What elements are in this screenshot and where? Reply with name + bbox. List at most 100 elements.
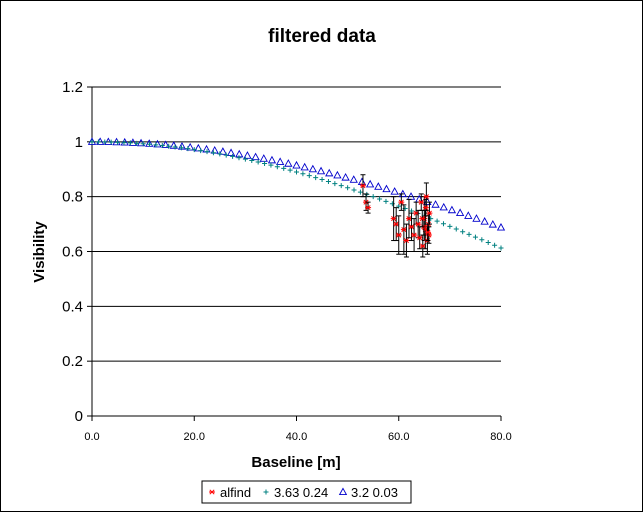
data-point [128,138,138,146]
data-point [479,237,485,243]
legend-box [201,480,412,504]
data-point [416,235,423,241]
data-point [120,137,129,146]
data-point [424,229,431,235]
data-point [455,208,465,217]
data-point [166,143,172,149]
data-point [440,221,446,227]
data-point [345,185,351,191]
data-point [498,245,504,251]
series-2 [87,137,506,231]
data-point [159,143,165,149]
data-point [365,205,372,211]
data-point [423,194,430,200]
data-point [419,243,426,249]
data-point [236,155,242,161]
data-point [365,179,375,188]
data-point [191,147,197,153]
data-point [243,151,252,159]
data-point [405,216,412,222]
data-point [313,175,319,181]
data-point [268,162,274,168]
data-point [447,205,457,214]
data-point [242,156,248,162]
x-tick-label: 80.0 [490,431,511,443]
data-point [178,145,184,151]
data-point [359,183,366,189]
legend-marker [209,489,215,495]
data-point [447,223,453,229]
data-point [112,137,121,146]
data-point [223,152,229,158]
x-tick-label: 60.0 [388,431,409,443]
data-point [153,142,159,148]
data-point [308,164,318,173]
data-point [294,169,299,175]
data-point [480,217,489,225]
data-point [147,141,153,147]
y-tick-label: 0.4 [62,298,83,315]
data-point [259,154,268,162]
y-tick-label: 0.2 [62,353,83,370]
data-point [374,182,383,190]
data-point [172,144,178,150]
data-point [325,168,334,177]
data-point [349,175,358,183]
x-axis-title: Baseline [m] [251,454,340,471]
data-point [419,216,426,222]
data-point [121,140,127,146]
legend-label: 3.2 0.03 [351,485,398,500]
x-tick-label: 20.0 [184,431,205,443]
data-point [333,170,342,179]
legend-marker [263,489,269,495]
data-point [281,165,287,171]
data-point [370,194,376,200]
legend: alfind 3.63 0.24 3.2 0.03 [201,480,412,504]
data-point [325,179,331,185]
y-tick-label: 0.6 [62,244,83,261]
data-point [351,187,357,193]
data-point [431,200,440,208]
data-point [488,219,497,228]
data-point [398,199,405,205]
data-point [89,139,95,145]
data-point [460,229,466,235]
data-point [140,141,146,147]
data-point [306,173,312,179]
data-point [198,148,204,154]
data-point [434,218,440,224]
data-point [292,160,301,169]
data-point [204,149,210,155]
gridlines [92,86,501,362]
data-point [418,199,425,205]
data-point [177,141,187,150]
data-point [466,231,472,237]
data-point [300,171,306,177]
data-point [108,139,114,145]
data-point [464,211,473,219]
data-point [255,159,261,165]
data-point [403,237,410,244]
data-point [319,177,325,183]
x-tick-label: 40.0 [286,431,307,443]
data-point [95,139,101,145]
data-point [338,183,344,189]
data-point [274,164,280,170]
data-point [275,157,285,165]
data-point [393,221,400,227]
data-point [185,146,191,152]
data-point [341,172,350,181]
data-point [390,216,397,222]
data-point [226,148,236,157]
legend-entries: alfind 3.63 0.24 3.2 0.03 [209,485,398,500]
data-series [87,137,506,258]
legend-label: alfind [220,485,251,500]
y-tick-label: 0 [75,408,83,425]
data-point [396,203,402,209]
data-point [422,205,429,211]
data-point [496,222,506,231]
data-point [316,166,326,175]
data-point [210,150,216,156]
legend-label: 3.63 0.24 [274,485,328,500]
